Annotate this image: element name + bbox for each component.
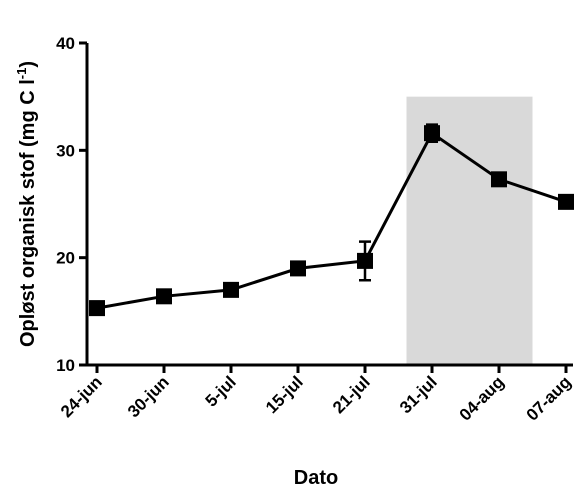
series-line [96, 130, 567, 310]
x-tick-label: 24-jun [57, 372, 106, 421]
marker [156, 288, 172, 305]
y-axis-title-sup: -1 [14, 68, 29, 80]
y-axis-title-end: ) [17, 61, 39, 68]
x-tick-label: 30-jun [124, 372, 173, 421]
y-axis-title-text: Opløst organisk stof (mg C l [17, 79, 39, 347]
x-tick-label: 21-jul [329, 372, 374, 417]
x-tick-label: 07-aug [523, 372, 575, 424]
marker [424, 125, 440, 142]
x-tick-label: 15-jul [262, 372, 307, 417]
x-tick-label: 5-jul [202, 372, 240, 410]
y-tick-label: 40 [56, 34, 75, 53]
y-axis-title: Opløst organisk stof (mg C l-1) [14, 61, 39, 347]
marker [357, 252, 373, 269]
x-axis-title: Dato [294, 467, 338, 489]
x-tick-label: 04-aug [456, 372, 508, 424]
x-tick-label: 31-jul [396, 372, 441, 417]
y-tick-label: 20 [56, 249, 75, 268]
marker [491, 171, 507, 188]
marker [89, 300, 105, 317]
y-tick-label: 30 [56, 141, 75, 160]
marker [223, 281, 239, 298]
marker [558, 193, 574, 210]
y-tick-label: 10 [56, 356, 75, 375]
marker [290, 260, 306, 277]
